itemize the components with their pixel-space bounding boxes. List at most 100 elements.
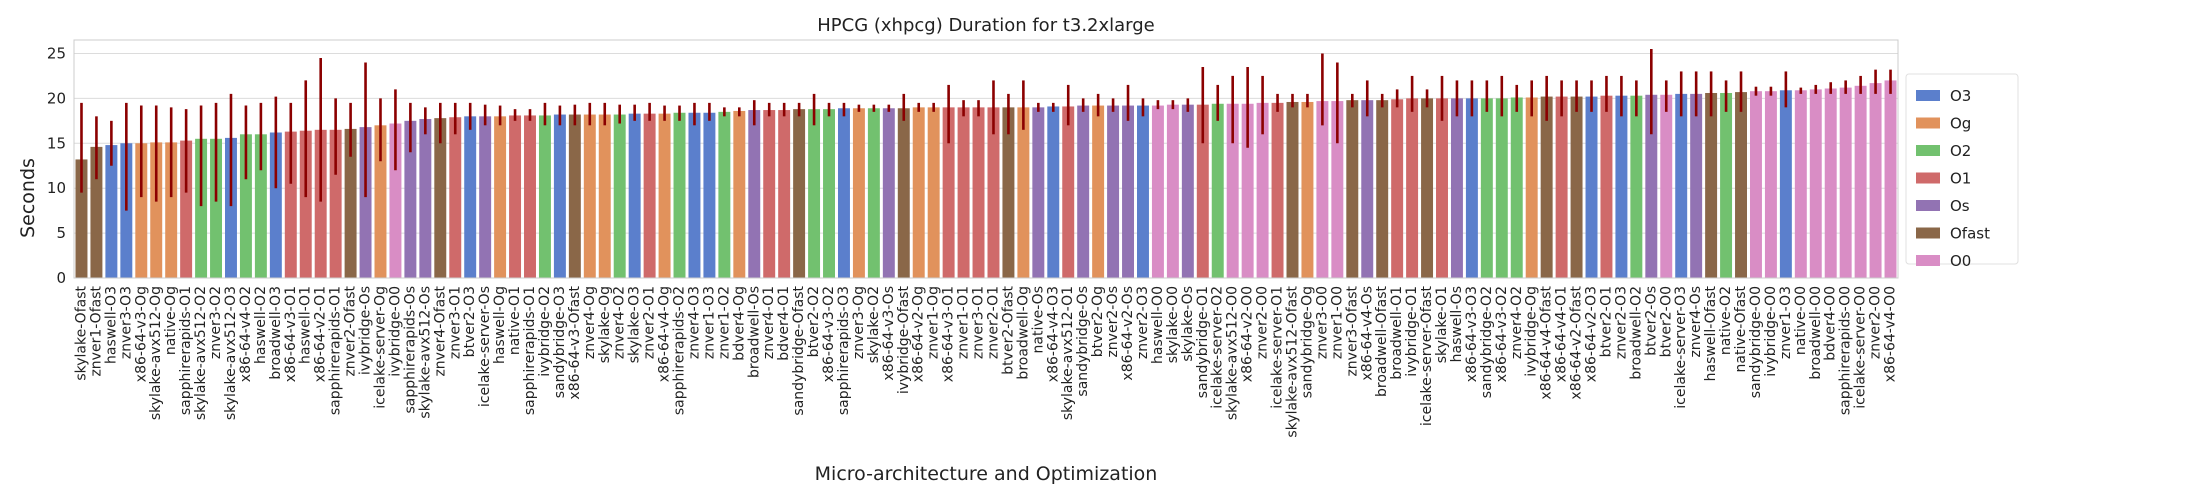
bar: [494, 116, 507, 278]
bar: [1585, 96, 1598, 278]
bar: [1854, 85, 1867, 278]
x-tick-label: x86-64-v3-Os: [881, 286, 897, 381]
x-tick-label: broadwell-Ofast: [1374, 285, 1390, 396]
x-tick-label: broadwell-O2: [1628, 286, 1644, 380]
x-tick-label: znver2-Ofast: [343, 286, 359, 377]
x-tick-label: znver1-O1: [956, 286, 972, 359]
x-tick-label: znver2-O0: [1255, 286, 1271, 359]
x-tick-label: icelake-server-Og: [372, 286, 388, 409]
bar: [553, 114, 566, 278]
x-tick-label: znver3-O1: [971, 286, 987, 359]
bar: [1166, 104, 1179, 278]
bar: [942, 107, 955, 278]
x-tick-label: znver1-O2: [716, 286, 732, 359]
bar: [1137, 105, 1149, 278]
x-tick-label: ivybridge-O0: [387, 286, 403, 377]
x-tick-label: haswell-Ofast: [1703, 285, 1719, 381]
x-tick-label: sapphirerapids-O1: [328, 286, 344, 415]
y-tick-label: 25: [47, 44, 66, 62]
x-tick-label: ivybridge-O2: [537, 286, 553, 377]
legend: O3 Og O2 O1 Os Ofast O0: [1905, 73, 2019, 270]
x-tick-label: btver2-O3: [462, 286, 478, 357]
legend-swatch: [1916, 117, 1940, 129]
bar: [1376, 100, 1389, 278]
bar: [1301, 101, 1314, 278]
bar: [1047, 106, 1060, 279]
y-tick-label: 15: [47, 134, 66, 152]
bar: [299, 130, 312, 278]
x-tick-label: skylake-avx512-Ofast: [1284, 285, 1300, 437]
x-tick-label: broadwell-O0: [1808, 286, 1824, 380]
bar: [180, 140, 193, 278]
x-tick-label: skylake-avx512-Os: [417, 286, 433, 419]
bar: [1869, 83, 1882, 278]
bar: [165, 142, 178, 278]
bar: [1331, 101, 1344, 278]
bar: [464, 116, 477, 278]
bar: [1525, 97, 1538, 278]
x-tick-label: znver3-O1: [447, 286, 463, 359]
bar: [479, 116, 492, 278]
legend-label: Ofast: [1950, 225, 1990, 243]
bar: [568, 114, 581, 278]
x-tick-label: sandybridge-Ofast: [791, 285, 807, 415]
bar: [1241, 103, 1254, 279]
bar: [225, 137, 237, 278]
x-tick-label: skylake-avx512-Og: [148, 286, 164, 420]
x-tick-label: skylake-O3: [627, 286, 643, 363]
legend-label: O2: [1950, 142, 1971, 160]
bar: [1884, 80, 1897, 278]
bar: [718, 111, 731, 278]
x-tick-label: btver2-Ofast: [1000, 286, 1016, 375]
x-tick-label: znver2-O1: [985, 286, 1001, 359]
x-tick-label: haswell-O1: [298, 286, 314, 364]
bar: [1361, 100, 1374, 278]
bar: [449, 117, 462, 279]
x-tick-label: x86-64-v2-O3: [1584, 286, 1600, 382]
y-tick-label: 0: [56, 269, 66, 287]
x-tick-label: sandybridge-Os: [1075, 286, 1091, 397]
legend-label: O3: [1950, 87, 1971, 105]
bar: [389, 123, 402, 279]
x-tick-label: sapphirerapids-O1: [522, 286, 538, 415]
x-tick-label: x86-64-v3-O1: [941, 286, 957, 382]
x-tick-label: native-O0: [1793, 286, 1809, 355]
x-tick-label: bdver4-O1: [776, 286, 792, 361]
bar: [1675, 93, 1688, 278]
bar: [404, 120, 417, 278]
bar: [1465, 98, 1478, 278]
bar: [1749, 91, 1762, 278]
bar: [1570, 96, 1583, 278]
bar: [1615, 95, 1628, 279]
chart-title: HPCG (xhpcg) Duration for t3.2xlarge: [817, 15, 1155, 36]
x-tick-label: x86-64-v3-O2: [821, 286, 837, 382]
x-tick-label: znver4-O2: [612, 286, 628, 359]
bar: [673, 112, 686, 278]
bar: [1436, 98, 1448, 278]
x-tick-label: skylake-O2: [866, 286, 882, 363]
x-tick-label: znver3-Ofast: [1344, 286, 1360, 377]
x-tick-label: ivybridge-O1: [1404, 286, 1420, 377]
x-tick-label: btver2-Os: [1643, 286, 1659, 356]
bar: [105, 145, 118, 278]
bars: [75, 80, 1897, 279]
x-tick-label: sandybridge-O1: [1195, 286, 1211, 398]
x-tick-label: bdver4-Og: [731, 286, 747, 361]
x-tick-label: icelake-server-O1: [1270, 286, 1286, 409]
x-tick-label: sandybridge-O3: [552, 286, 568, 398]
x-tick-label: icelake-server-Ofast: [1419, 285, 1435, 426]
x-tick-label: haswell-O3: [103, 286, 119, 364]
bar: [374, 125, 387, 278]
bar: [1181, 104, 1194, 278]
x-tick-label: x86-64-v4-Os: [1359, 286, 1375, 381]
bar: [1690, 93, 1703, 278]
bar: [643, 113, 656, 279]
x-tick-label: znver3-O0: [1314, 286, 1330, 359]
legend-swatch: [1916, 227, 1940, 239]
bar: [524, 115, 536, 278]
bar: [1211, 103, 1224, 279]
x-tick-label: ivybridge-Os: [358, 286, 374, 375]
x-tick-label: icelake-server-Os: [477, 286, 493, 407]
x-tick-label: icelake-server-O3: [1673, 286, 1689, 409]
